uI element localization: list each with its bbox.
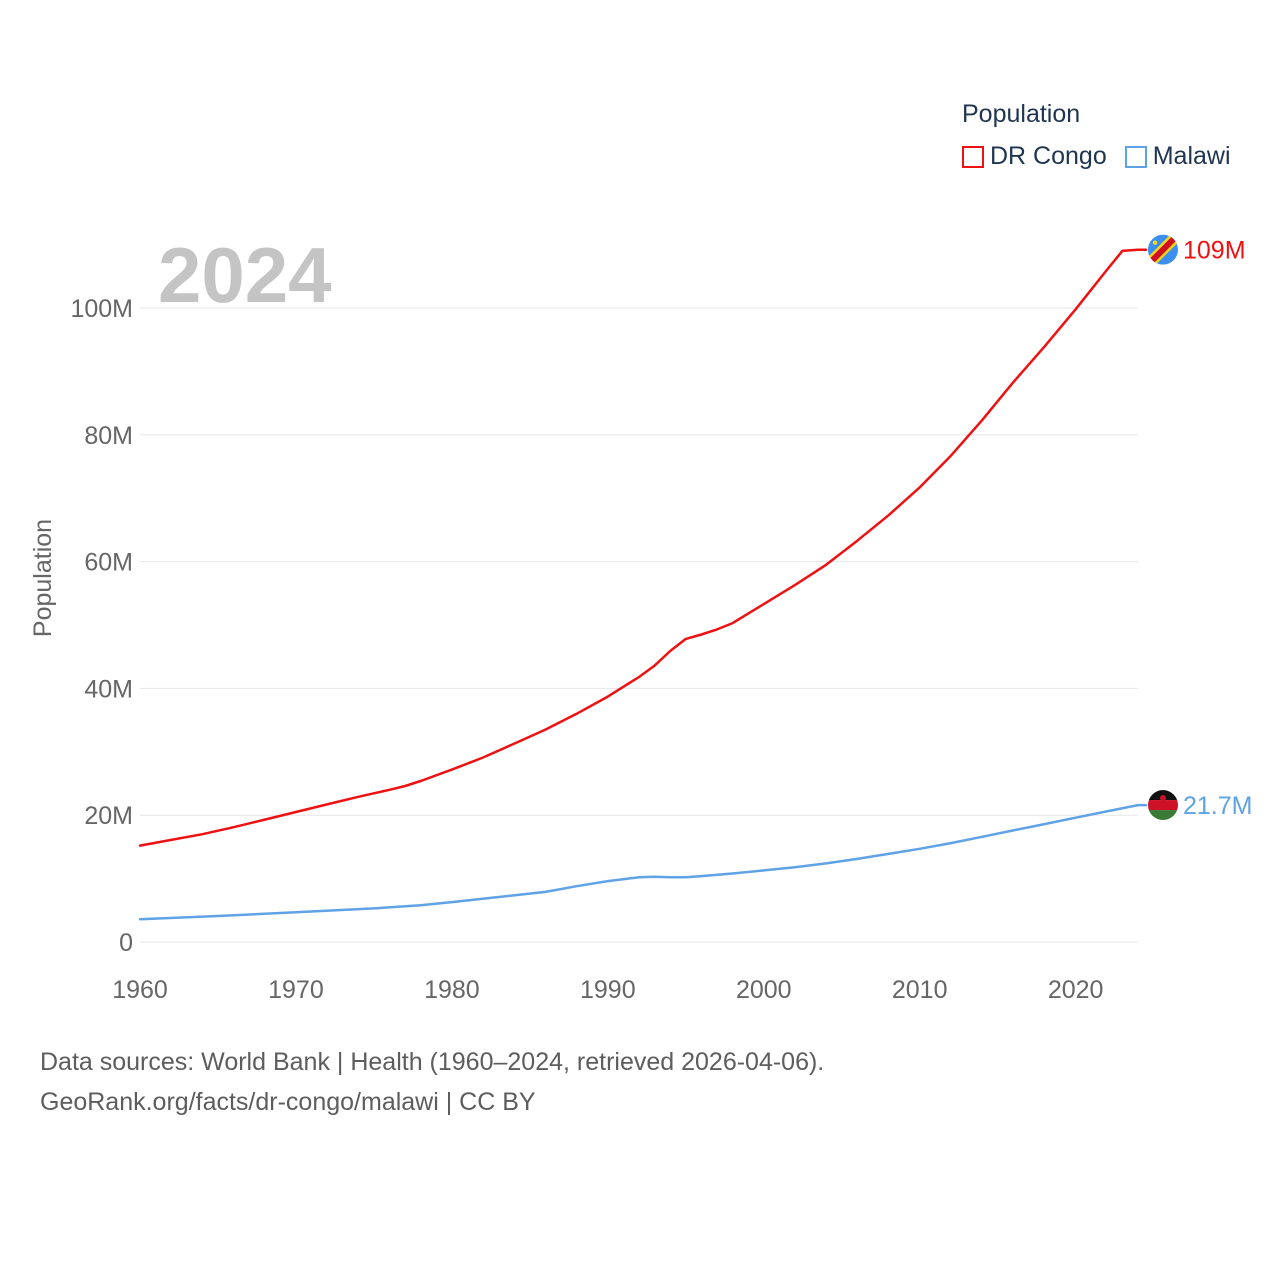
data-sources-text: Data sources: World Bank | Health (1960–… <box>40 1048 825 1076</box>
legend-swatch-malawi <box>1124 145 1147 168</box>
end-value-label: 21.7M <box>1183 792 1252 820</box>
legend: DR Congo Malawi <box>962 142 1231 171</box>
end-value-label: 109M <box>1183 237 1246 265</box>
x-tick-label: 2020 <box>1048 976 1104 1004</box>
legend-swatch-dr-congo <box>962 145 984 168</box>
legend-item-dr-congo[interactable]: DR Congo <box>962 142 1107 171</box>
x-tick-label: 2000 <box>736 976 792 1004</box>
legend-label-malawi: Malawi <box>1152 142 1231 170</box>
x-tick-labels: 1960 1970 1980 1990 2000 2010 2020 <box>112 976 1103 1004</box>
y-tick-label: 60M <box>84 549 133 577</box>
series-lines <box>138 248 1148 921</box>
year-watermark: 2024 <box>158 231 332 319</box>
x-tick-label: 1990 <box>580 976 636 1004</box>
attribution-text: GeoRank.org/facts/dr-congo/malawi | CC B… <box>40 1088 536 1116</box>
series-line-malawi[interactable] <box>138 803 1148 921</box>
grid-lines <box>140 307 1138 943</box>
x-tick-label: 1980 <box>424 976 480 1004</box>
y-tick-label: 0 <box>119 929 133 957</box>
y-tick-label: 20M <box>84 802 133 830</box>
y-tick-labels: 0 20M 40M 60M 80M 100M <box>70 295 133 957</box>
series-endpoints: 109M 21.7M <box>1148 234 1252 821</box>
dr-congo-flag-icon <box>1148 234 1178 265</box>
y-tick-label: 100M <box>70 295 133 323</box>
y-axis-label: Population <box>29 519 57 637</box>
y-tick-label: 40M <box>84 675 133 703</box>
x-tick-label: 1960 <box>112 976 168 1004</box>
footer: Data sources: World Bank | Health (1960–… <box>40 1042 824 1122</box>
x-tick-label: 2010 <box>892 976 948 1004</box>
malawi-flag-icon <box>1148 790 1178 821</box>
series-line-dr-congo[interactable] <box>138 248 1148 847</box>
y-tick-label: 80M <box>84 422 133 450</box>
legend-title: Population <box>962 100 1081 128</box>
legend-item-malawi[interactable]: Malawi <box>1124 142 1231 171</box>
x-tick-label: 1970 <box>268 976 324 1004</box>
legend-label-dr-congo: DR Congo <box>990 142 1107 170</box>
